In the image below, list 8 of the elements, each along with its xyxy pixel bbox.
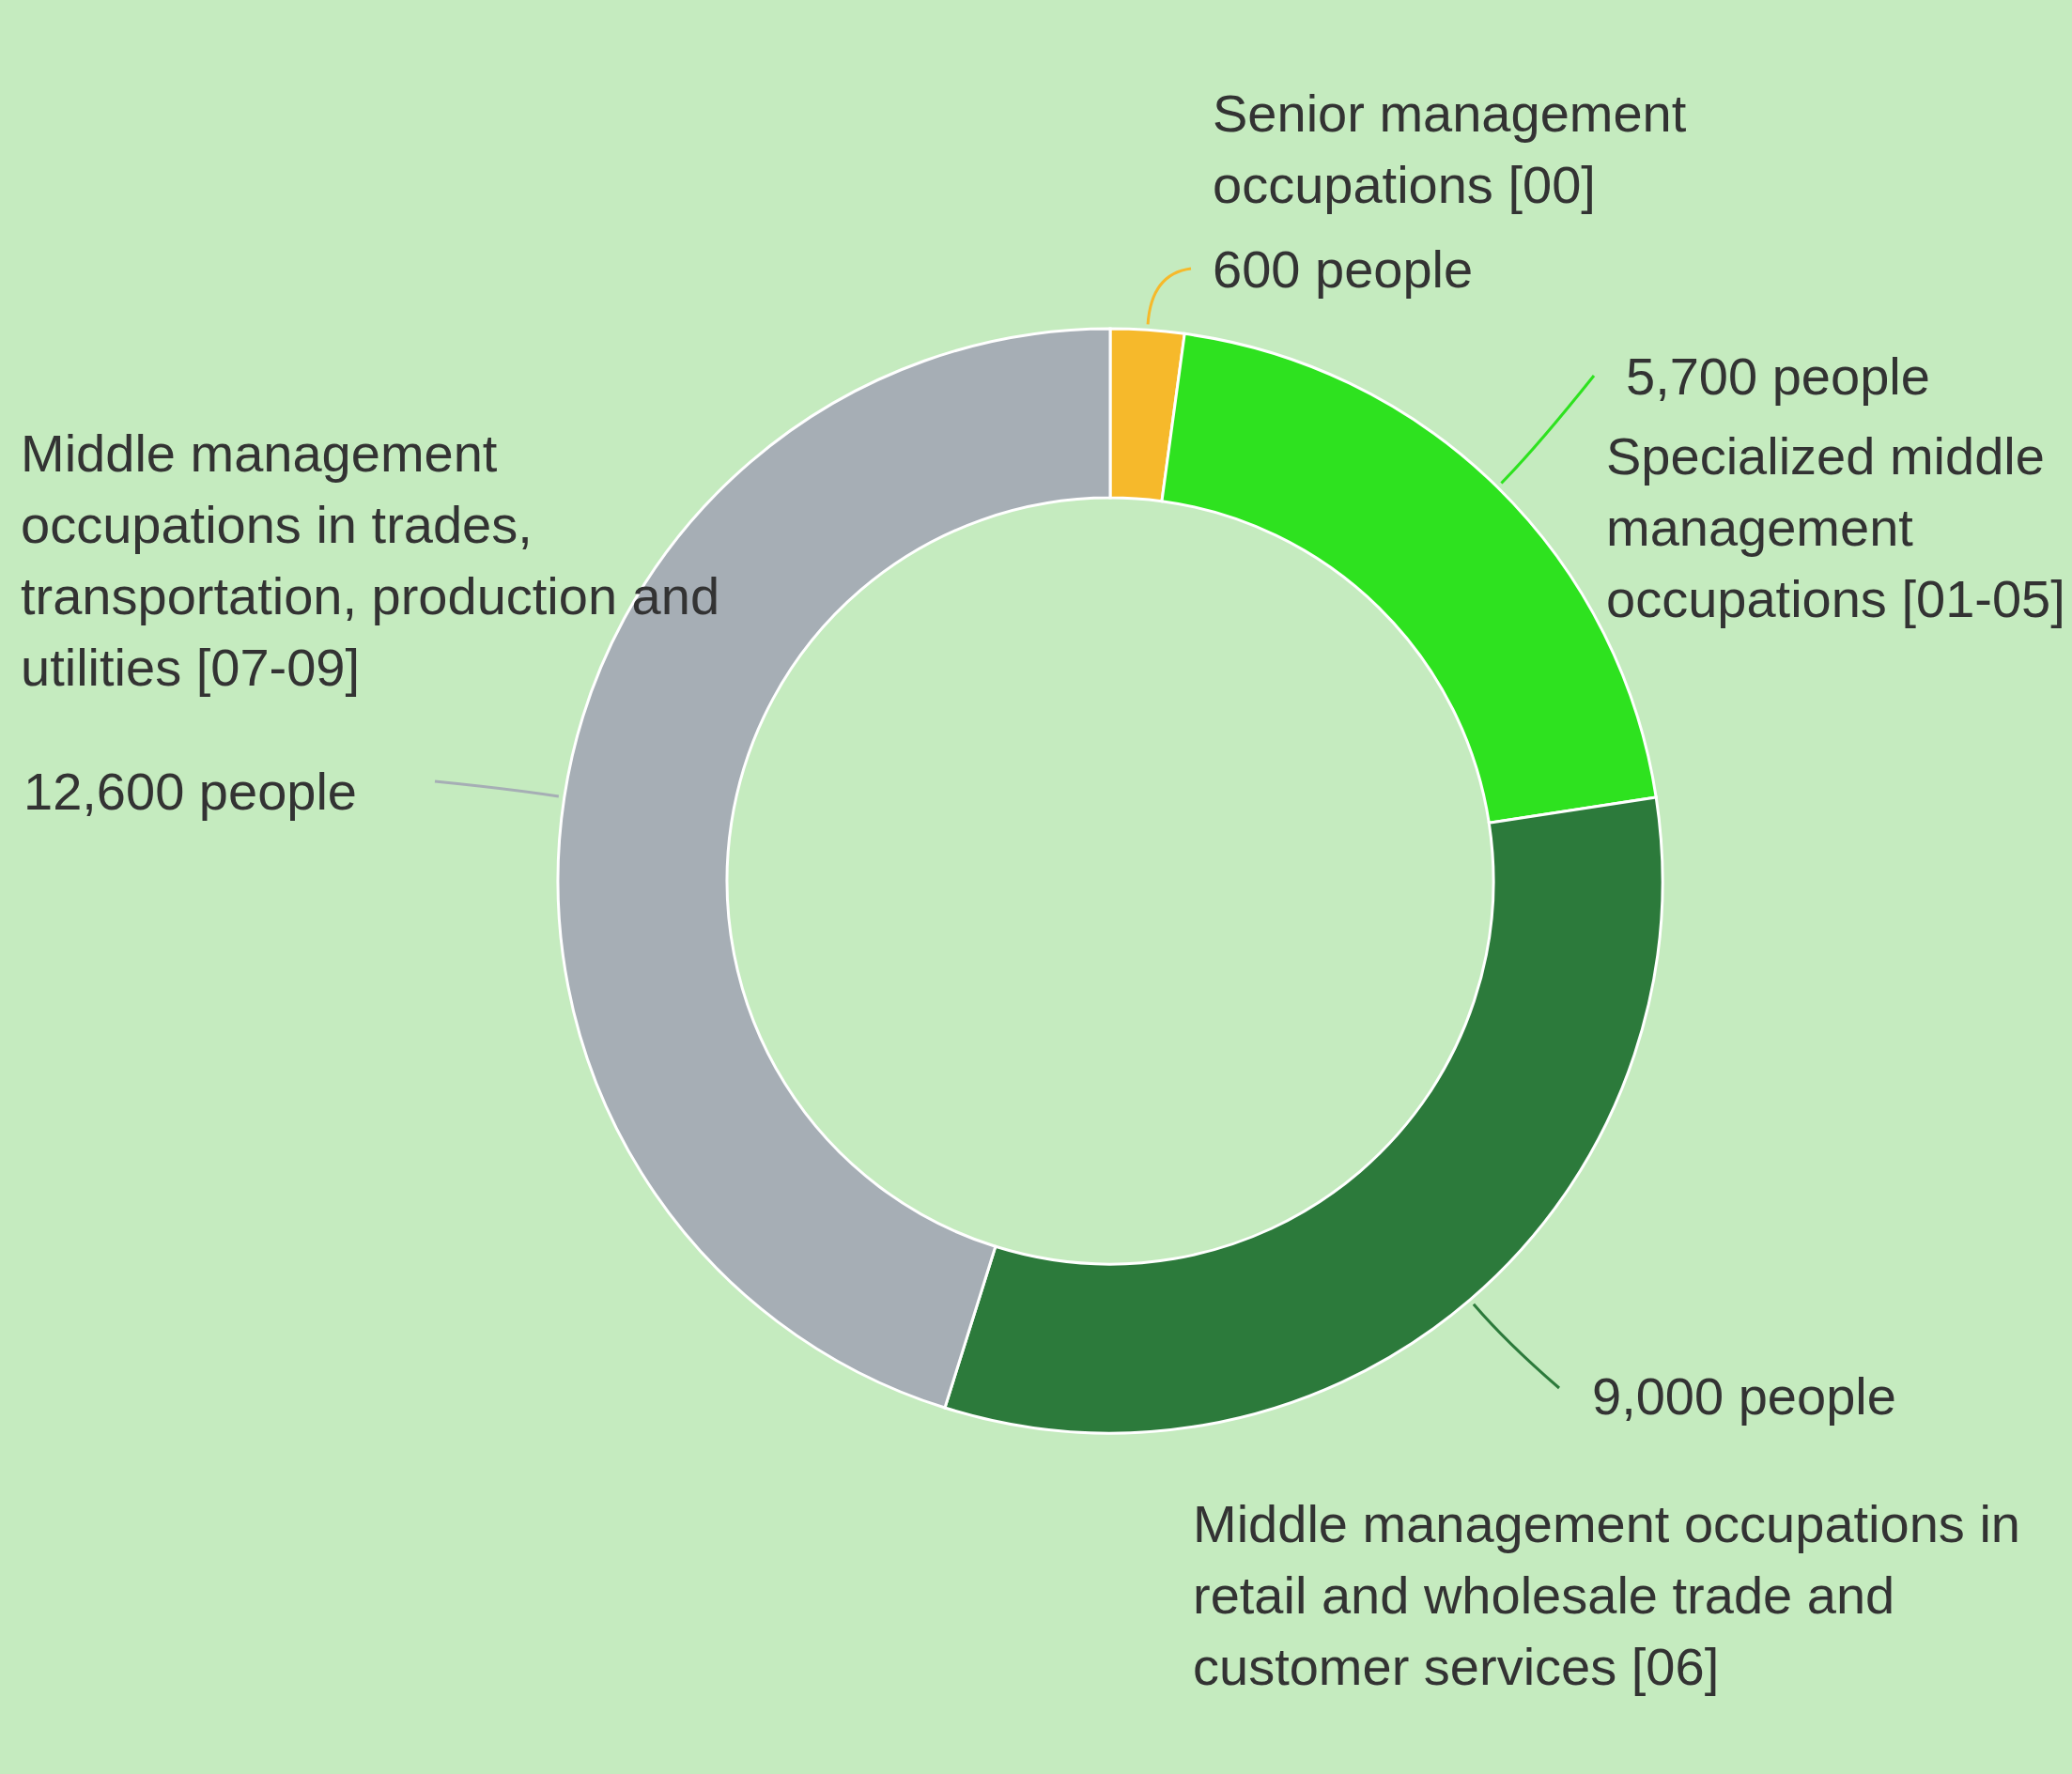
slice-label: Middle management occupations in retail and wholesale trade and customer services [06] xyxy=(1193,1494,2020,1696)
data-label: 5,700 people xyxy=(1626,347,1930,406)
data-label: 9,000 people xyxy=(1592,1366,1896,1426)
slice-label: Specialized middle management occupations [01-05] xyxy=(1606,426,2065,628)
slice-label: Senior management occupations [00] xyxy=(1213,84,1687,214)
data-label: 12,600 people xyxy=(23,762,358,821)
slice-label: Middle management occupations in trades, transportation, production and utilities [07-09] xyxy=(21,424,720,697)
data-label: 600 people xyxy=(1213,239,1474,299)
